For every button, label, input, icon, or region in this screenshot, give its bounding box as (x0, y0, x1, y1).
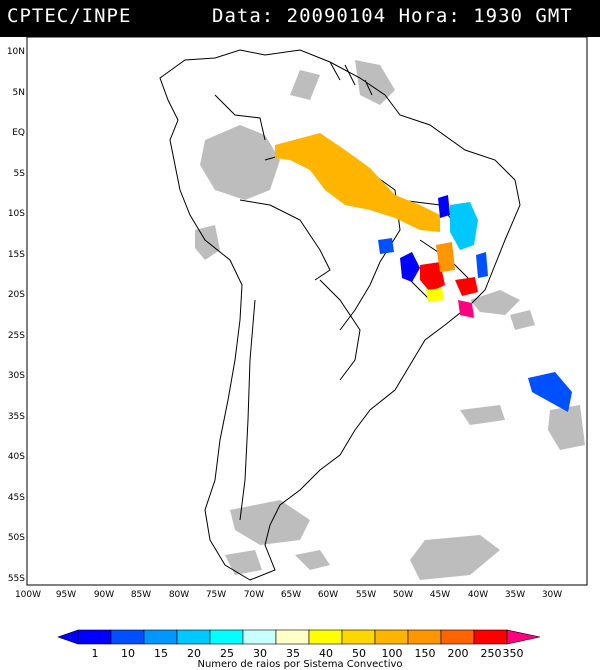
lightning-center-yellow (426, 288, 444, 302)
cloud-atlantic-2 (510, 310, 535, 330)
colorbar-label: 15 (154, 647, 168, 660)
lon-label: 75W (206, 590, 226, 600)
lat-label: 10S (8, 209, 25, 219)
colorbar-swatch (143, 629, 178, 645)
colorbar-swatch (275, 629, 310, 645)
lat-label: EQ (12, 128, 25, 138)
colorbar-swatch (308, 629, 343, 645)
cloud-fuego (295, 550, 330, 570)
colorbar-label: 200 (448, 647, 469, 660)
cloud-amazon (200, 125, 280, 200)
colorbar-swatch (407, 629, 442, 645)
colorbar-swatch (341, 629, 376, 645)
lightning-minas-orange (436, 242, 455, 272)
lat-label: 35S (8, 412, 25, 422)
border-colombia (214, 94, 266, 141)
colorbar: 1 10 15 20 25 30 35 40 50 100 150 200 25… (57, 629, 541, 670)
datetime-label: Data: 20090104 Hora: 1930 GMT (212, 5, 573, 27)
colorbar-swatch (176, 629, 211, 645)
lon-label: 55W (356, 590, 376, 600)
lightning-atlantic-blue (528, 372, 572, 412)
lightning-west-blue (378, 238, 394, 254)
lightning-rio-magenta (458, 300, 474, 318)
colorbar-label: 350 (503, 647, 524, 660)
colorbar-label: 50 (352, 647, 366, 660)
colorbar-right-arrow (506, 629, 541, 645)
lon-label: 85W (131, 590, 151, 600)
lat-label: 50S (8, 533, 25, 543)
colorbar-label: 40 (319, 647, 333, 660)
colorbar-label: 100 (382, 647, 403, 660)
colorbar-label: 1 (92, 647, 99, 660)
lat-label: 45S (8, 493, 25, 503)
lon-label: 45W (430, 590, 450, 600)
border-guianas (329, 61, 373, 96)
lon-label: 30W (542, 590, 562, 600)
border-argentina (319, 279, 361, 381)
lon-label: 40W (468, 590, 488, 600)
lon-label: 60W (318, 590, 338, 600)
lon-label: 80W (169, 590, 189, 600)
title-bar: CPTEC/INPE Data: 20090104 Hora: 1930 GMT (0, 0, 600, 37)
cloud-peru (235, 160, 260, 190)
colorbar-label: 150 (415, 647, 436, 660)
longitude-labels: 100W 95W 90W 85W 80W 75W 70W 65W 60W 55W… (15, 590, 562, 600)
cloud-south-atlantic (548, 405, 585, 450)
lon-label: 35W (505, 590, 525, 600)
border-chile (239, 299, 256, 521)
lon-label: 100W (15, 590, 41, 600)
lat-label: 25S (8, 331, 25, 341)
lightning-amazon-band (275, 133, 440, 232)
lightning-rio-red (455, 277, 478, 296)
lat-label: 55S (8, 574, 25, 584)
colorbar-label: 35 (286, 647, 300, 660)
colorbar-label: 25 (220, 647, 234, 660)
lightning-goias-blue (400, 252, 420, 282)
colorbar-caption: Numero de raios por Sistema Convectivo (197, 659, 402, 670)
source-label: CPTEC/INPE (7, 5, 132, 27)
lat-label: 40S (8, 452, 25, 462)
lat-label: 15S (8, 250, 25, 260)
colorbar-swatch (77, 629, 112, 645)
colorbar-swatch (374, 629, 409, 645)
colorbar-left-arrow (57, 629, 79, 645)
lat-label: 5S (14, 169, 26, 179)
lon-label: 70W (244, 590, 264, 600)
lat-label: 5N (13, 88, 25, 98)
latitude-labels: 10N 5N EQ 5S 10S 15S 20S 25S 30S 35S 40S… (7, 47, 25, 584)
cloud-northcoast (355, 60, 395, 105)
colorbar-swatch (242, 629, 277, 645)
cloud-cover-layer (195, 60, 585, 580)
lightning-east-blue (476, 252, 488, 278)
cloud-atlantic-3 (460, 405, 505, 425)
cloud-pacific (225, 550, 262, 575)
colorbar-swatch (440, 629, 475, 645)
cloud-patagonia-1 (230, 500, 310, 545)
cloud-north (290, 70, 320, 100)
lat-label: 30S (8, 371, 25, 381)
lat-label: 20S (8, 290, 25, 300)
lon-label: 65W (281, 590, 301, 600)
colorbar-label: 30 (253, 647, 267, 660)
colorbar-swatch (473, 629, 508, 645)
colorbar-label: 10 (121, 647, 135, 660)
lightning-ne-blue (438, 195, 450, 218)
colorbar-label: 20 (187, 647, 201, 660)
colorbar-swatch (209, 629, 244, 645)
lon-label: 90W (94, 590, 114, 600)
cloud-atlantic-1 (470, 290, 520, 315)
lightning-bahia-cyan (450, 202, 478, 250)
lightning-map: 10N 5N EQ 5S 10S 15S 20S 25S 30S 35S 40S… (7, 37, 588, 670)
border-peru-bolivia (239, 199, 331, 281)
colorbar-label: 250 (481, 647, 502, 660)
lon-label: 50W (393, 590, 413, 600)
lon-label: 95W (56, 590, 76, 600)
lightning-layer (275, 133, 572, 412)
cloud-patagonia-2 (410, 535, 500, 580)
lightning-minas-red (420, 262, 445, 292)
lat-label: 10N (7, 47, 25, 57)
colorbar-swatch (110, 629, 145, 645)
south-america-coast (159, 49, 521, 581)
